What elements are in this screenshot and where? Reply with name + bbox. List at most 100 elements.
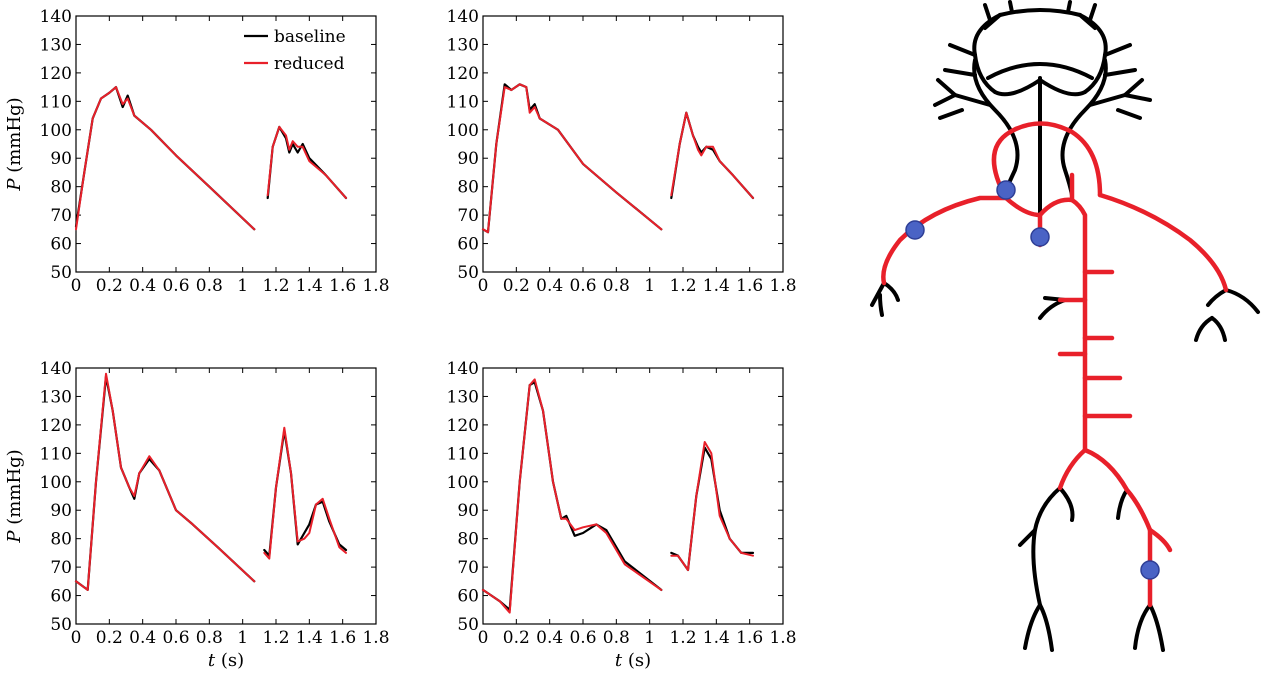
series-line-baseline-seg0 [481,381,663,611]
y-tick-label: 120 [40,64,72,84]
x-tick-label: 1.6 [329,276,356,296]
x-tick-label: 1.6 [736,628,763,648]
x-axis-var: t [615,650,623,671]
x-tick-label: 0.4 [129,628,156,648]
x-tick-label: 1.4 [703,628,730,648]
legend-label-baseline: baseline [274,27,346,47]
x-tick-label: 0 [71,628,82,648]
y-tick-label: 140 [447,359,479,379]
x-tick-label: 1 [237,628,248,648]
y-tick-label: 50 [457,263,479,283]
x-tick-label: 1.2 [669,628,696,648]
y-tick-label: 80 [457,530,479,550]
plot-frame [482,367,784,625]
x-tick-label: 0.2 [503,628,530,648]
series-line-reduced-seg0 [482,83,663,234]
series-line-reduced-seg0 [75,372,256,591]
plot-frame [482,15,784,273]
x-tick-label: 0.8 [603,276,630,296]
y-tick-label: 60 [50,235,72,255]
y-tick-label: 140 [447,7,479,27]
y-tick-label: 120 [447,416,479,436]
x-tick-label: 1 [644,628,655,648]
y-tick-label: 130 [40,387,72,407]
x-tick-label: 1.4 [296,276,323,296]
y-axis-unit: (mmHg) [4,449,25,530]
y-tick-label: 100 [447,473,479,493]
measurement-markers [905,180,1160,580]
y-axis-var: P [4,530,25,544]
y-axis-var: P [4,178,25,192]
plot-frame [75,367,377,625]
x-tick-label: 0.6 [162,628,189,648]
x-tick-label: 0 [71,276,82,296]
y-tick-label: 80 [50,178,72,198]
legend-label-reduced: reduced [274,54,345,74]
x-tick-label: 0 [478,628,489,648]
series-line-reduced-seg1 [670,111,754,199]
x-axis-var: t [208,650,216,671]
y-axis-label: P (mmHg) [4,97,25,191]
y-tick-label: 120 [40,416,72,436]
x-tick-label: 0.8 [603,628,630,648]
y-tick-label: 110 [40,92,72,112]
series-line-reduced-seg1 [263,426,347,560]
y-tick-label: 70 [50,206,72,226]
series-line-baseline-seg0 [481,83,663,234]
y-tick-label: 70 [50,558,72,578]
x-tick-label: 1.4 [296,628,323,648]
y-tick-label: 90 [457,149,479,169]
arterial-network-diagram [870,0,1260,652]
y-tick-label: 90 [50,149,72,169]
x-tick-label: 0.2 [503,276,530,296]
x-tick-label: 1.6 [736,276,763,296]
x-tick-label: 0.4 [536,276,563,296]
plot-frame [75,15,377,273]
arm-branches [870,281,1260,342]
x-tick-label: 0.8 [196,276,223,296]
x-tick-label: 0.2 [96,628,123,648]
legend: baseline reduced [244,27,346,74]
x-tick-label: 0.6 [569,628,596,648]
x-axis-label: t (s) [615,650,651,671]
x-tick-label: 1.8 [769,276,796,296]
y-tick-label: 100 [40,121,72,141]
x-tick-label: 0.2 [96,276,123,296]
x-axis-unit: (s) [215,650,244,671]
series-line-baseline-seg0 [74,86,256,231]
x-tick-label: 0.6 [569,276,596,296]
x-tick-label: 1.8 [362,276,389,296]
y-tick-label: 90 [50,501,72,521]
y-tick-label: 100 [40,473,72,493]
x-tick-label: 1.2 [262,628,289,648]
y-tick-label: 80 [457,178,479,198]
y-tick-label: 70 [457,206,479,226]
y-tick-label: 130 [447,387,479,407]
x-tick-label: 1.8 [362,628,389,648]
marker-brachial [905,220,925,240]
y-tick-label: 90 [457,501,479,521]
y-tick-label: 60 [457,235,479,255]
y-tick-label: 60 [50,587,72,607]
x-axis-unit: (s) [622,650,651,671]
y-tick-label: 50 [50,615,72,635]
x-tick-label: 1.8 [769,628,796,648]
x-tick-label: 1 [644,276,655,296]
x-tick-label: 0 [478,276,489,296]
y-tick-label: 60 [457,587,479,607]
y-tick-label: 70 [457,558,479,578]
y-tick-label: 110 [447,92,479,112]
y-tick-label: 140 [40,359,72,379]
x-tick-label: 1 [237,276,248,296]
y-tick-label: 140 [40,7,72,27]
x-tick-label: 0.8 [196,628,223,648]
x-axis-label: t (s) [208,650,244,671]
y-axis-unit: (mmHg) [4,97,25,178]
x-tick-label: 0.4 [129,276,156,296]
series-line-baseline-seg1 [266,125,348,200]
y-tick-label: 50 [457,615,479,635]
